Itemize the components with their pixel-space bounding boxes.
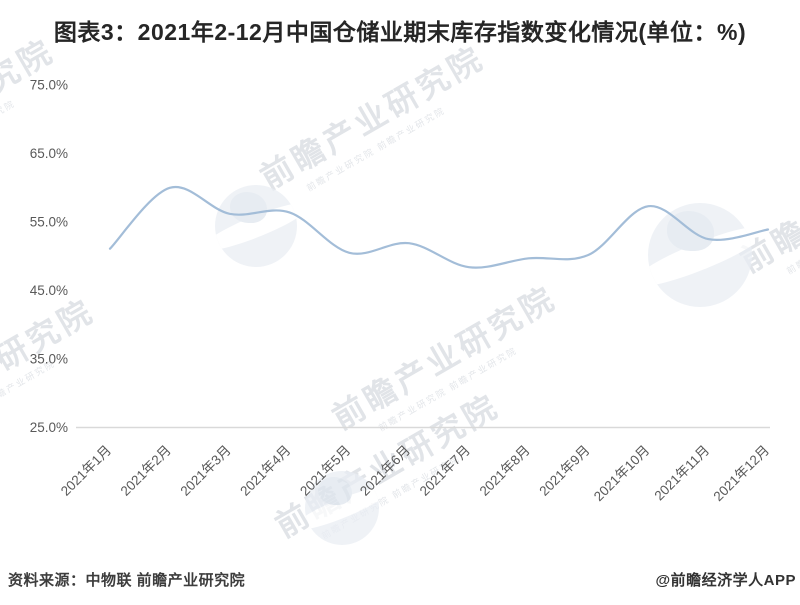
x-tick-label: 2021年8月 [477,443,533,499]
inventory-index-line [108,185,770,269]
x-tick-label: 2021年4月 [237,443,293,499]
x-tick-label: 2021年6月 [357,443,413,499]
y-tick-label: 55.0% [30,215,68,230]
app-handle: @前瞻经济学人APP [655,572,796,589]
y-tick-label: 75.0% [30,78,68,93]
y-tick-label: 25.0% [30,420,68,435]
chart-title: 图表3：2021年2-12月中国仓储业期末库存指数变化情况(单位：%) [53,19,747,45]
y-tick-label: 65.0% [30,146,68,161]
x-tick-label: 2021年7月 [417,443,473,499]
x-tick-label: 2021年12月 [711,443,773,505]
y-tick-label: 45.0% [30,283,68,298]
source-note: 资料来源：中物联 前瞻产业研究院 [8,572,246,589]
x-tick-label: 2021年5月 [297,443,353,499]
x-tick-label: 2021年3月 [178,443,234,499]
x-tick-label: 2021年10月 [591,443,653,505]
x-tick-label: 2021年11月 [651,443,712,504]
x-tick-label: 2021年2月 [118,443,174,499]
y-tick-label: 35.0% [30,352,68,367]
x-tick-label: 2021年9月 [536,443,592,499]
x-tick-label: 2021年1月 [58,443,114,499]
